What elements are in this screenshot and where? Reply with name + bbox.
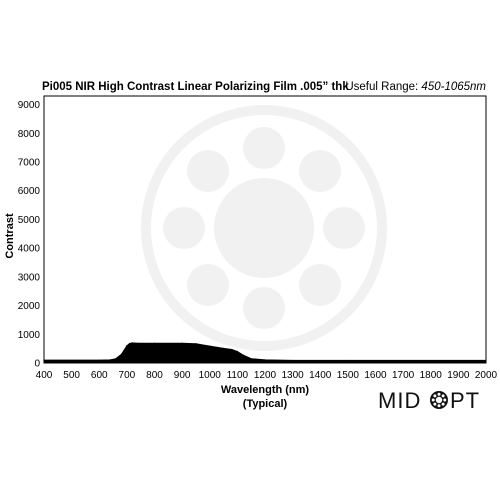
watermark-dot — [299, 150, 341, 192]
x-tick-label: 1200 — [254, 370, 277, 381]
y-tick-label: 7000 — [18, 158, 41, 169]
data-point — [264, 359, 266, 361]
y-tick-label: 8000 — [18, 129, 41, 140]
watermark-dot — [243, 287, 285, 329]
y-tick-label: 5000 — [18, 215, 41, 226]
x-tick-label: 700 — [119, 370, 136, 381]
watermark-dot — [243, 127, 285, 169]
data-point — [98, 359, 100, 361]
watermark-dot — [187, 150, 229, 192]
data-point — [131, 342, 133, 344]
y-tick-label: 1000 — [18, 330, 41, 341]
x-tick-label: 1500 — [337, 370, 360, 381]
x-axis: 400 500 600 700 800 900 1000 1100 1200 1300 1400 15… — [36, 370, 498, 381]
x-axis-label: Wavelength (nm) — [221, 384, 310, 396]
y-tick-label: 6000 — [18, 186, 41, 197]
x-tick-label: 1700 — [392, 370, 415, 381]
data-point — [43, 359, 45, 361]
useful-range: Useful Range: 450-1065nm — [345, 81, 486, 93]
x-axis-sublabel: (Typical) — [243, 398, 288, 410]
data-point — [347, 359, 349, 362]
x-tick-label: 1800 — [420, 370, 443, 381]
data-point — [137, 342, 139, 344]
x-tick-label: 500 — [63, 370, 80, 381]
watermark-dot — [163, 207, 205, 249]
x-tick-label: 1900 — [447, 370, 470, 381]
data-point — [115, 358, 117, 360]
watermark-dot — [323, 207, 365, 249]
watermark-dot — [299, 264, 341, 306]
x-tick-label: 900 — [174, 370, 191, 381]
logo-lens-icon — [430, 391, 448, 409]
watermark-dot — [187, 264, 229, 306]
x-tick-label: 600 — [91, 370, 108, 381]
y-tick-label: 3000 — [18, 272, 41, 283]
data-point — [153, 342, 156, 344]
data-point — [120, 353, 122, 355]
logo-text-right: PT — [450, 388, 480, 413]
watermark-center — [214, 178, 314, 278]
x-tick-label: 400 — [36, 370, 53, 381]
useful-range-value: 450-1065nm — [421, 81, 486, 93]
y-tick-label: 0 — [34, 359, 40, 370]
data-point — [231, 348, 233, 351]
data-point — [126, 345, 128, 347]
x-tick-label: 800 — [146, 370, 163, 381]
data-point — [109, 359, 111, 361]
x-tick-label: 1400 — [309, 370, 332, 381]
x-tick-label: 1300 — [282, 370, 305, 381]
y-tick-label: 9000 — [18, 100, 41, 111]
y-tick-label: 4000 — [18, 244, 41, 255]
series-layer — [43, 342, 487, 364]
useful-range-label: Useful Range: — [345, 81, 419, 93]
watermark-ring — [141, 105, 387, 351]
data-point — [129, 342, 131, 345]
x-tick-label: 1100 — [227, 370, 249, 381]
x-tick-label: 2000 — [475, 370, 498, 381]
x-tick-label: 1000 — [199, 370, 222, 381]
y-tick-label: 2000 — [18, 301, 41, 312]
data-point — [236, 350, 238, 353]
data-point — [292, 359, 294, 362]
logo-text-left: MID — [378, 388, 421, 413]
data-point — [181, 342, 183, 344]
data-point — [209, 345, 211, 347]
x-tick-label: 1600 — [364, 370, 387, 381]
y-axis-label: Contrast — [4, 213, 16, 259]
data-point — [242, 354, 244, 356]
chart-title: Pi005 NIR High Contrast Linear Polarizin… — [42, 81, 349, 93]
data-point — [250, 358, 252, 360]
data-point — [195, 343, 197, 345]
data-point — [222, 347, 225, 349]
y-axis: 0 1000 2000 3000 4000 5000 6000 7000 8000 9000 — [18, 100, 41, 369]
midopt-logo: MID PT — [378, 388, 480, 413]
data-point — [485, 359, 487, 362]
watermark-logo — [141, 105, 387, 351]
